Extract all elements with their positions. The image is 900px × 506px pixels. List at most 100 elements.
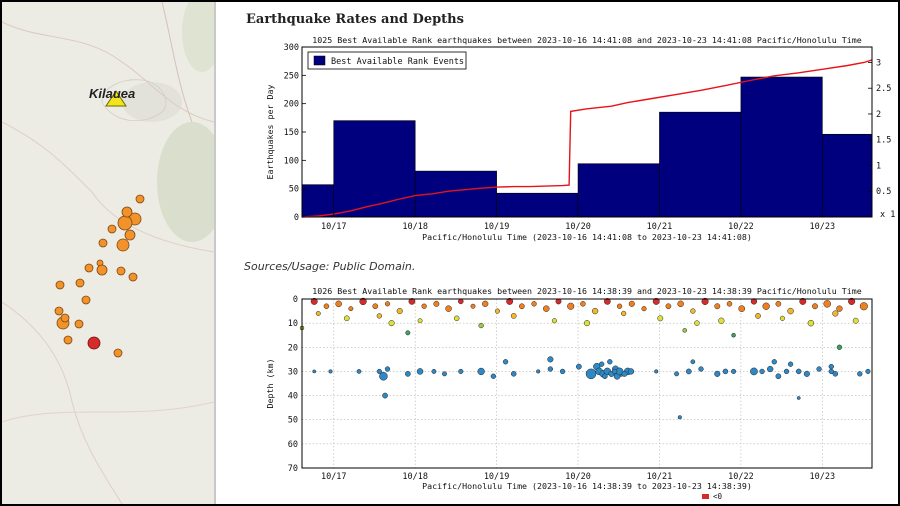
depth-point <box>796 396 801 400</box>
depth-x-tick-label: 10/23 <box>810 472 836 482</box>
depth-point <box>674 371 680 377</box>
depth-point <box>376 313 383 319</box>
depth-chart-svg: 1026 Best Available Rank earthquakes bet… <box>265 286 873 501</box>
depth-point <box>348 306 354 312</box>
rate-y-tick-label: 200 <box>284 100 299 110</box>
rate-y2-tick-label: 1 <box>876 161 881 171</box>
map-earthquake-marker <box>135 194 145 204</box>
rate-chart: 1025 Best Available Rank earthquakes bet… <box>216 30 898 250</box>
rate-bar <box>301 184 335 218</box>
depth-point <box>731 368 737 374</box>
depth-point <box>828 363 834 370</box>
rate-y-tick-label: 0 <box>294 213 299 223</box>
depth-point <box>555 298 562 305</box>
depth-point <box>312 369 317 374</box>
rate-y2-tick-label: 0.5 <box>876 187 891 197</box>
depth-point <box>551 318 557 324</box>
depth-point <box>698 366 704 372</box>
depth-point <box>726 301 733 307</box>
depth-point <box>654 369 659 374</box>
depth-point <box>621 370 628 377</box>
map-earthquake-marker <box>98 238 108 248</box>
rate-chart-svg: 1025 Best Available Rank earthquakes bet… <box>265 35 895 242</box>
depth-point <box>458 368 464 374</box>
rate-y-tick-label: 50 <box>289 185 299 195</box>
map-earthquake-marker <box>121 206 133 218</box>
map-crater-shade <box>122 82 182 122</box>
epicenter-map[interactable]: Kilauea <box>2 2 214 504</box>
cumulative-line <box>301 59 873 218</box>
depth-point <box>812 303 818 310</box>
depth-point <box>405 370 411 377</box>
depth-point <box>718 317 725 324</box>
map-earthquake-marker <box>63 335 73 345</box>
depth-point <box>431 368 437 374</box>
map-vegetation-area <box>182 2 214 72</box>
depth-point <box>510 371 517 377</box>
depth-point <box>677 300 684 308</box>
depth-point <box>458 298 464 305</box>
depth-point <box>453 315 460 322</box>
depth-point <box>602 373 608 380</box>
map-earthquake-marker <box>107 224 117 234</box>
depth-point <box>755 313 761 319</box>
depth-point <box>580 301 586 307</box>
depth-point <box>799 297 807 305</box>
depth-point <box>779 315 785 321</box>
sources-usage: Sources/Usage: Public Domain. <box>244 260 416 273</box>
depth-x-tick-label: 10/20 <box>565 472 591 482</box>
map-earthquake-marker-recent <box>87 336 101 350</box>
depth-point <box>607 359 613 365</box>
volcano-label: Kilauea <box>89 86 135 101</box>
depth-point <box>433 300 440 307</box>
depth-y-axis-label: Depth (km) <box>265 359 275 409</box>
rate-y2-tick-label: 2 <box>876 110 881 120</box>
panel-divider <box>214 2 216 504</box>
depth-plot-frame <box>301 298 873 469</box>
depth-y-tick-label: 50 <box>288 416 298 426</box>
depth-point <box>599 361 605 367</box>
depth-point <box>807 319 815 327</box>
rate-y2-tick-label: 1.5 <box>876 136 891 146</box>
depth-point <box>359 297 367 306</box>
rate-legend-label: Best Available Rank Events <box>331 57 464 67</box>
depth-x-tick-label: 10/17 <box>321 472 347 482</box>
rate-x-tick-label: 10/18 <box>402 222 428 232</box>
depth-y-tick-label: 60 <box>288 440 298 450</box>
volcano-marker-icon[interactable] <box>105 90 127 107</box>
depth-point <box>641 306 647 312</box>
depth-point <box>694 320 700 326</box>
depth-point <box>310 297 318 305</box>
map-caldera-outline <box>101 79 167 121</box>
depth-point <box>510 313 517 319</box>
depth-point <box>848 297 856 305</box>
rate-y2-tick-label: 2.5 <box>876 84 891 94</box>
map-earthquake-marker <box>84 263 94 273</box>
depth-point <box>379 372 388 381</box>
depth-x-tick-label: 10/19 <box>484 472 510 482</box>
depth-legend-swatch <box>702 494 709 499</box>
depth-point <box>421 303 427 309</box>
depth-point <box>682 328 687 333</box>
map-earthquake-marker <box>113 348 123 358</box>
rate-x-tick-label: 10/22 <box>728 222 754 232</box>
map-earthquake-marker <box>75 278 85 288</box>
rate-y-axis-label: Earthquakes per Day <box>265 85 275 180</box>
depth-point <box>478 322 484 329</box>
map-vegetation-area <box>157 122 214 242</box>
depth-point <box>775 373 782 380</box>
rate-bar <box>740 76 823 218</box>
depth-point <box>714 303 721 310</box>
depth-point <box>335 300 342 308</box>
depth-point <box>731 332 736 338</box>
depth-point <box>315 311 321 316</box>
map-earthquake-marker <box>96 264 108 276</box>
map-earthquake-marker <box>54 306 64 316</box>
depth-point <box>442 371 447 377</box>
depth-point <box>832 371 839 377</box>
depth-point <box>787 307 794 315</box>
depth-x-tick-label: 10/18 <box>402 472 428 482</box>
depth-point <box>417 318 423 324</box>
rate-x-tick-label: 10/23 <box>810 222 836 232</box>
depth-point <box>585 368 597 380</box>
